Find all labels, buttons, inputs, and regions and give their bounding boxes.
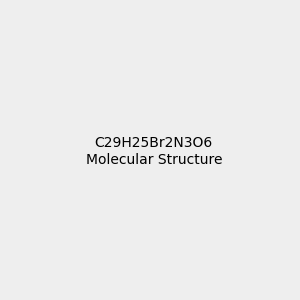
Text: C29H25Br2N3O6
Molecular Structure: C29H25Br2N3O6 Molecular Structure	[85, 136, 222, 166]
